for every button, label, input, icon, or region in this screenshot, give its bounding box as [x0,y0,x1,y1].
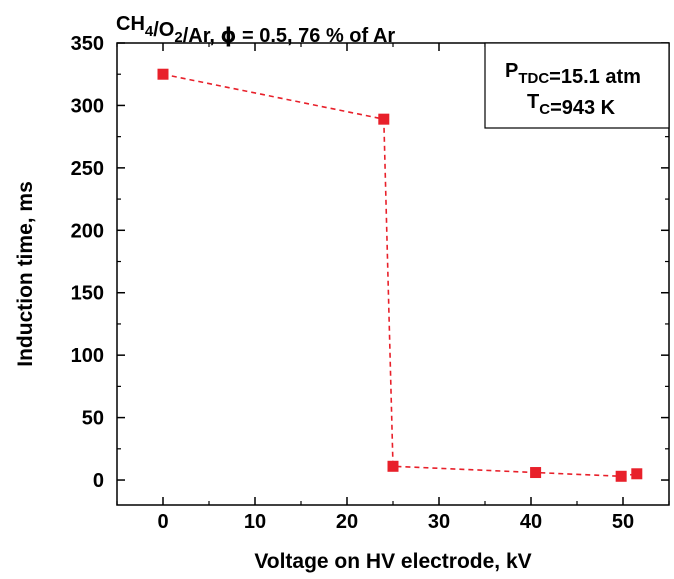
chart-title: CH4/O2/Ar, ϕ = 0.5, 76 % of Ar [116,13,395,47]
series-line [162,73,637,478]
y-axis-label: Induction time, ms [14,181,37,367]
annotation-line: PTDC=15.1 atm [505,60,641,88]
data-point [631,468,643,480]
x-tick-label: 20 [336,511,358,533]
y-tick-label: 300 [71,95,104,117]
x-tick-label: 30 [428,511,450,533]
data-point [157,68,169,80]
x-tick-label: 10 [244,511,266,533]
annotation-box [484,42,670,129]
data-point [387,460,399,472]
y-tick-label: 0 [93,470,104,492]
y-tick-label: 150 [71,283,104,305]
x-tick-label: 40 [520,511,542,533]
x-axis-label: Voltage on HV electrode, kV [254,550,531,573]
y-tick-label: 200 [71,220,104,242]
y-tick-label: 100 [71,345,104,367]
plot-area: 0 10 20 30 40 50 0 50 100 150 200 250 300 350 Voltage … [14,13,670,573]
data-point [530,467,542,479]
y-tick-label: 250 [71,158,104,180]
data-point [378,113,390,125]
annotation-line: TC=943 K [527,91,616,119]
x-tick-label: 0 [157,511,168,533]
y-tick-label: 50 [82,408,104,430]
y-tick-label: 350 [71,33,104,55]
x-tick-label: 50 [612,511,634,533]
data-point [615,470,627,482]
